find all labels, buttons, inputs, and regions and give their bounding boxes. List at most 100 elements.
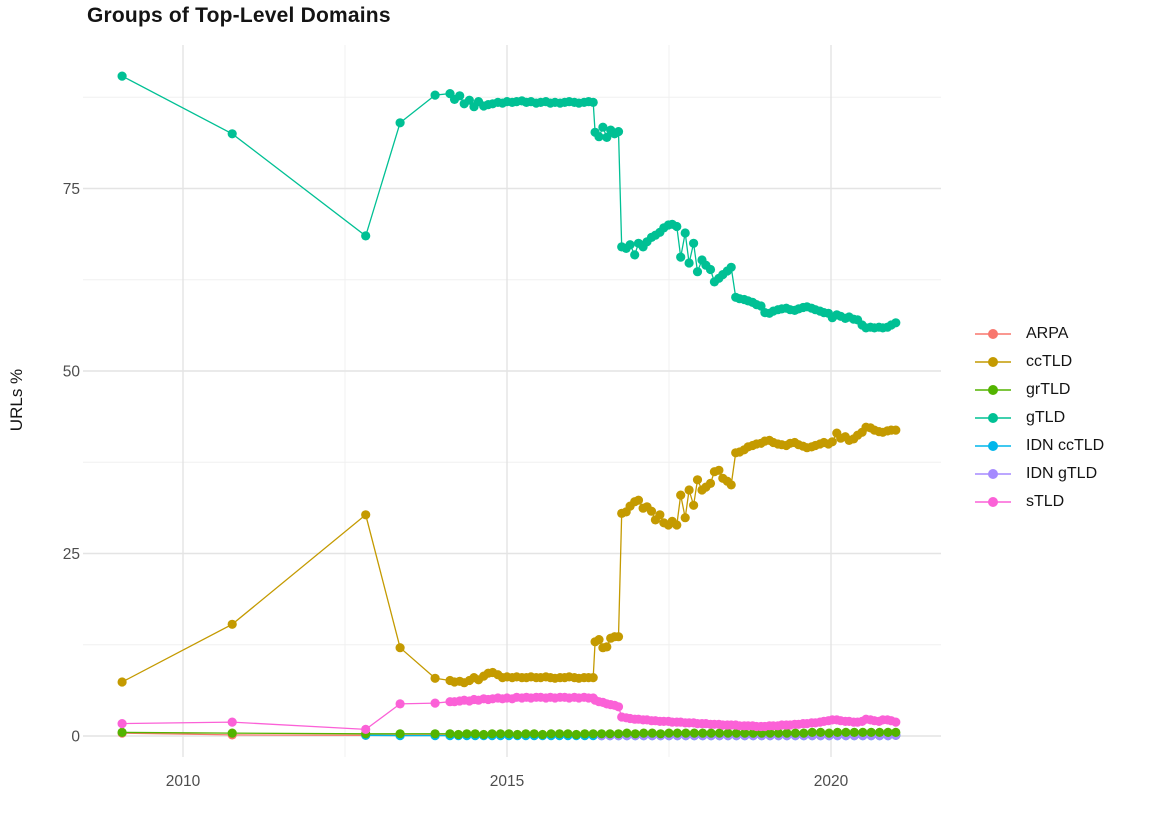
chart-title: Groups of Top-Level Domains — [87, 4, 391, 27]
x-axis-tick-label: 2010 — [166, 773, 201, 790]
data-point-grtld — [706, 728, 716, 738]
data-point-gtld — [672, 221, 682, 232]
legend-label: IDN gTLD — [1026, 465, 1098, 482]
data-point-grtld — [773, 728, 784, 738]
axis-tick-labels: 0 25 50 75 2010 2015 2020 — [63, 181, 849, 790]
data-point-grtld — [504, 729, 514, 739]
legend-key-icon-gtld — [975, 413, 1011, 423]
legend-item-grtld: grTLD — [974, 376, 1104, 404]
series-line-gtld — [121, 75, 897, 329]
data-point-grtld — [227, 728, 237, 738]
data-point-grtld — [799, 728, 809, 738]
data-point-grtld — [639, 728, 649, 738]
data-point-grtld — [731, 728, 742, 738]
gridlines — [83, 45, 941, 757]
legend-key-icon-arpa — [975, 329, 1011, 339]
x-axis-tick-label: 2020 — [814, 773, 849, 790]
data-point-grtld — [656, 729, 666, 739]
data-point-grtld — [597, 729, 607, 739]
data-point-cctld — [655, 510, 665, 520]
data-point-grtld — [832, 727, 843, 738]
data-point-grtld — [858, 727, 868, 738]
y-axis-tick-label: 0 — [71, 729, 80, 746]
data-point-grtld — [538, 729, 548, 740]
data-point-cctld — [705, 478, 716, 488]
data-point-gtld — [395, 118, 405, 128]
legend-item-idn-gtld: IDN gTLD — [974, 460, 1104, 488]
data-point-cctld — [430, 673, 440, 683]
data-point-cctld — [395, 643, 405, 653]
data-point-stld — [117, 719, 127, 729]
data-point-grtld — [613, 729, 624, 739]
data-point-grtld — [765, 728, 775, 738]
data-point-gtld — [430, 90, 440, 100]
data-point-grtld — [512, 729, 523, 740]
data-point-grtld — [571, 729, 581, 740]
legend-key-icon-stld — [975, 497, 1011, 507]
data-point-grtld — [462, 729, 472, 739]
series-stld — [117, 692, 901, 735]
data-point-grtld — [807, 727, 817, 738]
legend-label: sTLD — [1026, 493, 1065, 510]
data-point-gtld — [692, 267, 703, 277]
data-point-grtld — [849, 727, 859, 738]
y-axis-tick-label: 75 — [63, 181, 80, 198]
legend-key-icon-idn-cctld — [975, 441, 1011, 451]
data-point-gtld — [684, 258, 694, 268]
data-point-gtld — [726, 262, 736, 272]
data-point-grtld — [866, 727, 876, 738]
data-point-gtld — [630, 250, 640, 260]
data-point-cctld — [714, 465, 724, 475]
data-point-cctld — [117, 677, 127, 687]
legend-item-stld: sTLD — [974, 488, 1104, 516]
data-point-grtld — [521, 729, 531, 739]
data-point-grtld — [689, 728, 699, 738]
data-point-grtld — [580, 729, 590, 739]
x-axis-tick-label: 2015 — [490, 773, 524, 790]
data-point-gtld — [594, 132, 604, 142]
data-point-gtld — [588, 97, 598, 107]
legend-item-arpa: ARPA — [974, 320, 1104, 348]
data-point-cctld — [827, 437, 837, 447]
data-point-stld — [430, 698, 440, 708]
data-point-gtld — [689, 238, 699, 248]
data-point-grtld — [588, 729, 598, 739]
data-point-grtld — [117, 727, 127, 738]
data-point-cctld — [613, 632, 624, 642]
legend-item-gtld: gTLD — [974, 404, 1104, 432]
data-point-grtld — [875, 727, 885, 738]
data-point-grtld — [495, 729, 506, 739]
data-point-stld — [613, 702, 624, 712]
data-point-gtld — [464, 95, 474, 105]
data-point-grtld — [681, 728, 691, 738]
data-point-grtld — [622, 728, 632, 738]
y-axis-tick-label: 50 — [63, 364, 81, 381]
data-point-gtld — [602, 132, 612, 142]
data-point-grtld — [883, 727, 893, 738]
data-point-stld — [361, 724, 371, 735]
data-point-gtld — [598, 122, 608, 132]
data-point-grtld — [824, 728, 834, 738]
data-point-cctld — [692, 475, 703, 485]
data-point-gtld — [227, 129, 237, 139]
series-gtld — [117, 71, 901, 333]
data-point-gtld — [613, 127, 624, 137]
data-point-grtld — [790, 728, 801, 738]
legend-key-icon-idn-gtld — [975, 469, 1011, 479]
data-point-grtld — [470, 729, 480, 739]
legend-item-cctld: ccTLD — [974, 348, 1104, 376]
data-point-grtld — [664, 728, 674, 738]
data-point-grtld — [740, 728, 750, 738]
data-point-gtld — [625, 240, 635, 250]
data-point-grtld — [816, 727, 826, 738]
data-point-cctld — [672, 520, 682, 530]
data-point-grtld — [714, 728, 725, 738]
series-cctld — [117, 422, 901, 688]
data-point-stld — [227, 717, 237, 727]
data-point-grtld — [647, 728, 657, 738]
legend-label: IDN ccTLD — [1026, 437, 1105, 454]
data-point-stld — [891, 717, 901, 727]
data-point-grtld — [723, 728, 733, 738]
data-point-grtld — [430, 729, 440, 739]
